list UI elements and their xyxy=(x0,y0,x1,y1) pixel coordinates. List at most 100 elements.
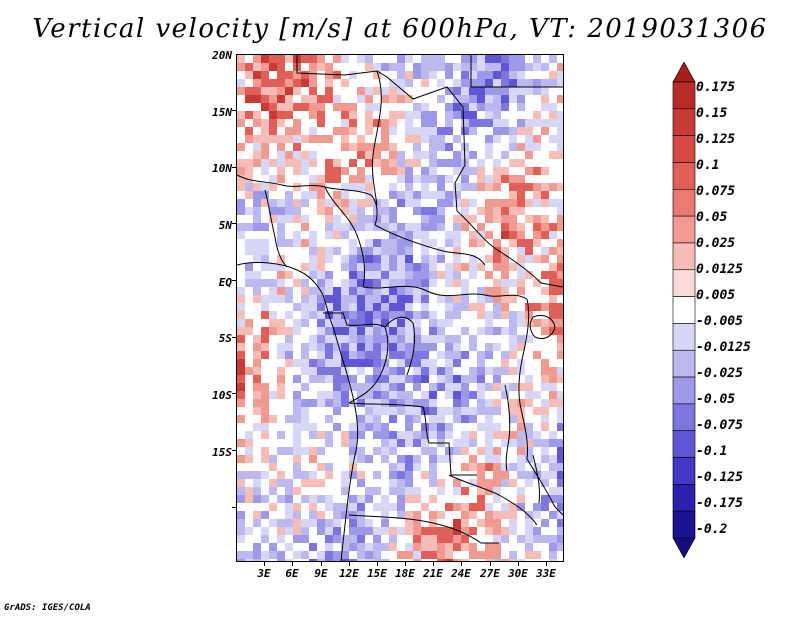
field-cell xyxy=(525,447,533,455)
field-cell xyxy=(437,543,445,551)
field-cell xyxy=(277,559,285,561)
field-cell xyxy=(525,167,533,175)
border-north-1 xyxy=(296,55,466,212)
field-cell xyxy=(333,311,341,319)
field-cell xyxy=(245,239,253,247)
colorbar-label: 0.175 xyxy=(696,80,736,95)
field-cell xyxy=(237,327,245,335)
field-cell xyxy=(509,479,517,487)
field-cell xyxy=(373,247,381,255)
field-cell xyxy=(437,127,445,135)
field-cell xyxy=(285,351,293,359)
field-cell xyxy=(501,479,509,487)
field-cell xyxy=(541,111,549,119)
field-cell xyxy=(277,127,285,135)
lon-tick xyxy=(405,562,406,566)
field-cell xyxy=(373,399,381,407)
field-cell xyxy=(341,335,349,343)
field-cell xyxy=(293,327,301,335)
field-cell xyxy=(453,463,461,471)
field-cell xyxy=(453,367,461,375)
field-cell xyxy=(437,215,445,223)
field-cell xyxy=(269,95,277,103)
field-cell xyxy=(533,311,541,319)
lat-tick xyxy=(232,110,236,111)
field-cell xyxy=(325,447,333,455)
field-cell xyxy=(397,479,405,487)
field-cell xyxy=(317,383,325,391)
field-cell xyxy=(325,415,333,423)
lon-tick xyxy=(461,562,462,566)
field-cell xyxy=(301,311,309,319)
lon-tick xyxy=(433,562,434,566)
field-cell xyxy=(349,535,357,543)
field-cell xyxy=(245,295,253,303)
field-cell xyxy=(477,223,485,231)
field-cell xyxy=(525,215,533,223)
field-cell xyxy=(293,527,301,535)
field-cell xyxy=(365,303,373,311)
field-cell xyxy=(333,487,341,495)
field-cell xyxy=(325,327,333,335)
field-cell xyxy=(477,327,485,335)
field-cell xyxy=(461,119,469,127)
field-cell xyxy=(365,319,373,327)
field-cell xyxy=(509,95,517,103)
field-cell xyxy=(453,135,461,143)
lat-label-15s: 15S xyxy=(212,446,232,459)
field-cell xyxy=(389,183,397,191)
field-cell xyxy=(413,303,421,311)
field-cell xyxy=(285,95,293,103)
field-cell xyxy=(405,527,413,535)
field-cell xyxy=(293,455,301,463)
field-cell xyxy=(437,287,445,295)
field-cell xyxy=(349,95,357,103)
field-cell xyxy=(493,135,501,143)
field-cell xyxy=(437,335,445,343)
field-cell xyxy=(405,247,413,255)
field-cell xyxy=(397,191,405,199)
field-cell xyxy=(421,199,429,207)
field-cell xyxy=(501,543,509,551)
field-cell xyxy=(237,319,245,327)
field-cell xyxy=(413,287,421,295)
field-cell xyxy=(405,151,413,159)
field-cell xyxy=(477,407,485,415)
field-cell xyxy=(549,367,557,375)
field-cell xyxy=(245,527,253,535)
field-cell xyxy=(309,127,317,135)
field-cell xyxy=(533,263,541,271)
field-cell xyxy=(557,527,563,535)
field-cell xyxy=(237,191,245,199)
field-cell xyxy=(349,239,357,247)
field-cell xyxy=(325,279,333,287)
field-cell xyxy=(349,103,357,111)
field-cell xyxy=(517,471,525,479)
field-cell xyxy=(509,143,517,151)
field-cell xyxy=(285,535,293,543)
field-cell xyxy=(453,119,461,127)
field-cell xyxy=(445,367,453,375)
field-cell xyxy=(325,351,333,359)
field-cell xyxy=(541,399,549,407)
field-cell xyxy=(301,231,309,239)
field-cell xyxy=(501,407,509,415)
field-cell xyxy=(445,527,453,535)
field-cell xyxy=(525,399,533,407)
field-cell xyxy=(437,407,445,415)
field-cell xyxy=(237,295,245,303)
field-cell xyxy=(373,175,381,183)
field-cell xyxy=(517,423,525,431)
field-cell xyxy=(509,415,517,423)
field-cell xyxy=(245,215,253,223)
field-cell xyxy=(525,55,533,63)
field-cell xyxy=(405,223,413,231)
field-cell xyxy=(541,87,549,95)
field-cell xyxy=(413,175,421,183)
field-cell xyxy=(533,367,541,375)
field-cell xyxy=(517,175,525,183)
field-cell xyxy=(397,543,405,551)
field-cell xyxy=(381,431,389,439)
field-cell xyxy=(269,495,277,503)
field-cell xyxy=(301,543,309,551)
